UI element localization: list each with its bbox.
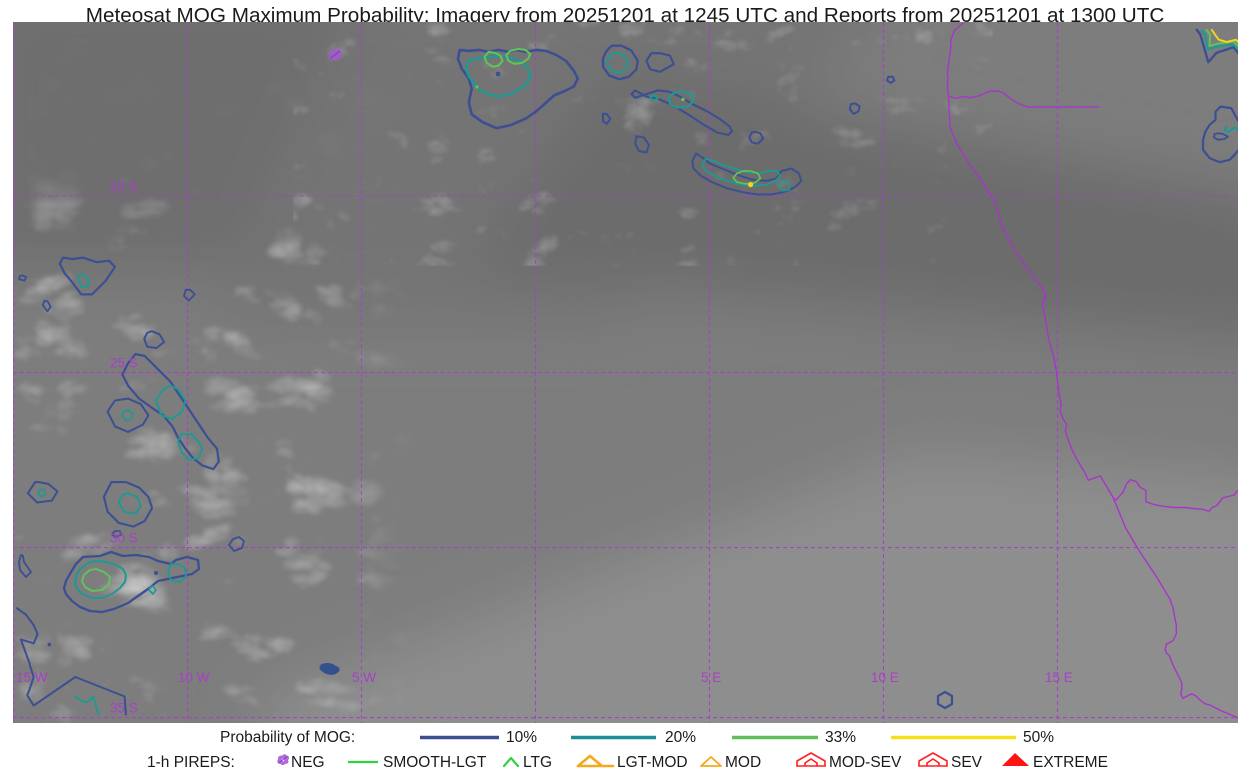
svg-text:SMOOTH-LGT: SMOOTH-LGT	[383, 754, 487, 771]
svg-text:33%: 33%	[825, 729, 856, 746]
svg-text:SEV: SEV	[951, 754, 983, 771]
svg-text:LTG: LTG	[523, 754, 552, 771]
svg-text:EXTREME: EXTREME	[1033, 754, 1108, 771]
svg-text:20 S: 20 S	[110, 179, 138, 194]
svg-text:Probability of MOG:: Probability of MOG:	[220, 729, 355, 746]
svg-text:20%: 20%	[665, 729, 696, 746]
svg-text:15 E: 15 E	[1045, 670, 1073, 685]
svg-text:10%: 10%	[506, 729, 537, 746]
svg-text:30 S: 30 S	[110, 531, 138, 546]
svg-text:35 S: 35 S	[110, 701, 138, 716]
svg-text:NEG: NEG	[291, 754, 325, 771]
svg-text:10 E: 10 E	[871, 670, 899, 685]
svg-text:MOD-SEV: MOD-SEV	[829, 754, 902, 771]
svg-text:1-h PIREPS:: 1-h PIREPS:	[147, 754, 235, 771]
svg-text:15 W: 15 W	[16, 670, 48, 685]
svg-text:5 W: 5 W	[352, 670, 376, 685]
svg-text:50%: 50%	[1023, 729, 1054, 746]
svg-text:25 S: 25 S	[110, 356, 138, 371]
svg-text:5 E: 5 E	[701, 670, 721, 685]
svg-text:LGT-MOD: LGT-MOD	[617, 754, 688, 771]
svg-text:10 W: 10 W	[178, 670, 210, 685]
svg-text:MOD: MOD	[725, 754, 761, 771]
